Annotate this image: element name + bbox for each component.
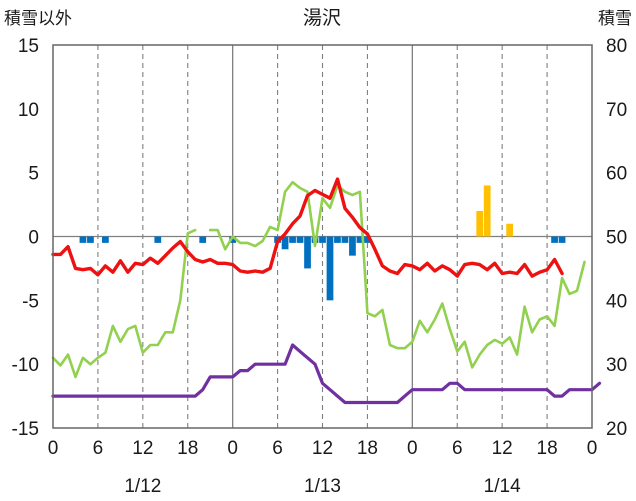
precip-bar-blue [356,236,364,243]
x-tick-label: 18 [177,438,198,459]
y-right-tick-label: 20 [606,419,627,440]
series-line-red [51,177,564,278]
y-right-label: 積雪 [598,9,632,29]
series-line-green [51,228,197,379]
x-tick-label: 6 [272,438,283,459]
y-right-tick-label: 80 [606,36,627,57]
y-left-label: 積雪以外 [4,9,72,29]
precip-bar-orange [483,185,491,237]
y-left-tick-label: -15 [12,419,39,440]
y-left-tick-label: -10 [12,355,39,376]
x-tick-label: 6 [93,438,104,459]
y-right-tick-label: 30 [606,355,627,376]
precip-bar-blue [326,236,334,301]
precip-bar-blue [334,236,341,243]
precip-bar-blue [102,236,109,243]
y-right-tick-label: 70 [606,100,627,121]
precip-bar-blue [364,236,371,243]
y-left-tick-label: 0 [28,228,39,249]
precip-bar-blue [341,236,349,243]
y-right-tick-label: 50 [606,228,627,249]
precip-bar-blue [319,236,326,243]
precip-bar-blue [229,236,237,243]
precip-bar-orange [506,223,514,237]
precip-bar-blue [87,236,94,243]
precip-bar-blue [558,236,566,243]
x-tick-label: 0 [227,438,238,459]
plot-border [52,44,593,429]
x-tick-label: 18 [357,438,378,459]
series-line-purple [51,343,602,405]
lines-layer [51,177,602,405]
series-line-green [208,180,586,369]
y-right-tick-label: 60 [606,164,627,185]
x-tick-label: 12 [312,438,333,459]
y-left-tick-label: 15 [18,36,39,57]
date-label: 1/13 [304,476,341,497]
x-tick-label: 0 [48,438,59,459]
plot-frame [52,44,593,429]
date-label: 1/12 [124,476,161,497]
x-tick-label: 0 [407,438,418,459]
precip-bar-blue [154,236,162,243]
x-tick-label: 6 [452,438,463,459]
precip-bar-blue [199,236,207,243]
precip-bar-blue [551,236,558,243]
precip-bar-blue [289,236,296,243]
precip-bar-blue [79,236,87,243]
x-tick-label: 12 [132,438,153,459]
precip-bar-blue [296,236,304,243]
x-tick-label: 0 [587,438,598,459]
chart-title: 湯沢 [303,7,341,29]
y-left-tick-label: -5 [22,291,39,312]
bars-layer [79,185,566,301]
y-left-tick-label: 10 [18,100,39,121]
x-tick-label: 12 [492,438,513,459]
y-right-tick-label: 40 [606,291,627,312]
x-tick-label: 18 [537,438,558,459]
precip-bar-orange [476,210,484,237]
y-left-tick-label: 5 [28,164,39,185]
precip-bar-blue [281,236,289,250]
date-label: 1/14 [484,476,521,497]
precip-bar-blue [304,236,311,269]
precip-bar-blue [349,236,356,256]
